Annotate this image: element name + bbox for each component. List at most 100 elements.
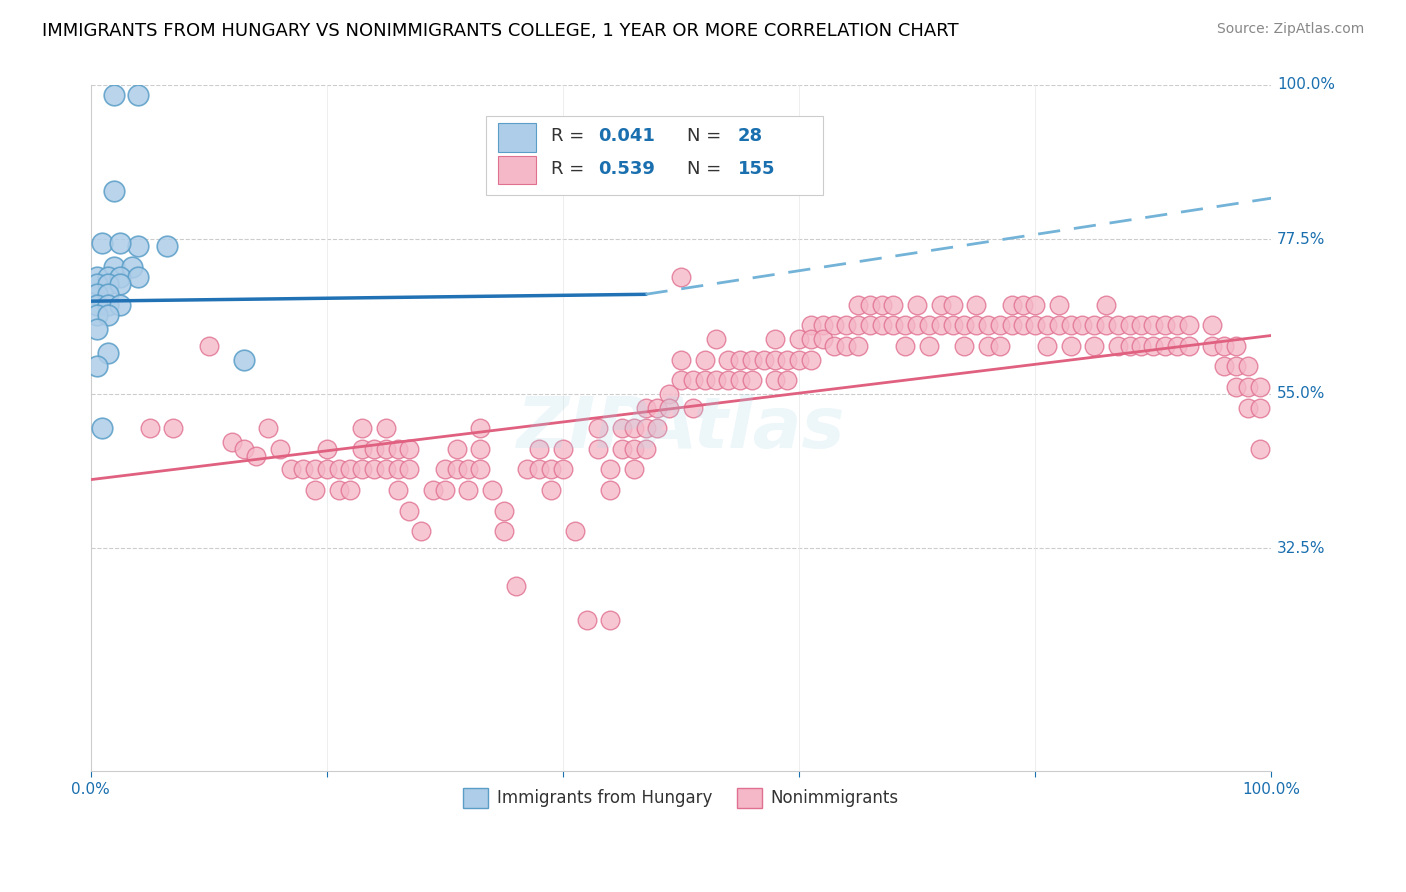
Point xyxy=(108,270,131,285)
Point xyxy=(121,260,143,274)
Point xyxy=(470,421,492,435)
Point xyxy=(492,503,515,517)
Point xyxy=(1201,318,1223,333)
Point xyxy=(588,421,610,435)
Point xyxy=(108,277,131,291)
Text: R =: R = xyxy=(551,128,591,145)
Point xyxy=(728,373,751,387)
Point xyxy=(127,239,149,253)
Point xyxy=(470,442,492,456)
Point xyxy=(103,88,125,103)
Point xyxy=(1036,339,1059,353)
Point xyxy=(882,297,904,311)
Point xyxy=(1177,339,1199,353)
Point xyxy=(752,352,775,367)
Point xyxy=(859,297,882,311)
Point xyxy=(634,421,657,435)
Point xyxy=(634,401,657,415)
Point xyxy=(86,359,108,374)
Point xyxy=(988,339,1011,353)
Legend: Immigrants from Hungary, Nonimmigrants: Immigrants from Hungary, Nonimmigrants xyxy=(457,780,905,814)
Text: Source: ZipAtlas.com: Source: ZipAtlas.com xyxy=(1216,22,1364,37)
Point xyxy=(540,462,562,476)
Text: 155: 155 xyxy=(738,161,775,178)
Point xyxy=(433,462,456,476)
Point xyxy=(551,442,574,456)
Point xyxy=(599,462,621,476)
Point xyxy=(387,462,409,476)
Point xyxy=(411,524,433,538)
Point xyxy=(647,401,669,415)
Text: IMMIGRANTS FROM HUNGARY VS NONIMMIGRANTS COLLEGE, 1 YEAR OR MORE CORRELATION CHA: IMMIGRANTS FROM HUNGARY VS NONIMMIGRANTS… xyxy=(42,22,959,40)
Point xyxy=(717,373,740,387)
Text: 32.5%: 32.5% xyxy=(1277,541,1326,556)
Point xyxy=(929,297,952,311)
Point xyxy=(1249,442,1271,456)
Point xyxy=(256,421,278,435)
Point xyxy=(97,297,120,311)
Point xyxy=(1000,318,1022,333)
Text: ZIPAtlas: ZIPAtlas xyxy=(517,393,845,463)
Text: 28: 28 xyxy=(738,128,763,145)
Point xyxy=(905,297,928,311)
Point xyxy=(953,318,976,333)
Point xyxy=(97,308,120,322)
Text: N =: N = xyxy=(688,128,727,145)
Point xyxy=(97,287,120,301)
Point xyxy=(977,339,1000,353)
Point xyxy=(1154,318,1177,333)
Point xyxy=(280,462,302,476)
Point xyxy=(882,318,904,333)
Point xyxy=(846,339,869,353)
Point xyxy=(1201,339,1223,353)
Point xyxy=(1166,339,1188,353)
Point xyxy=(91,235,114,250)
Point xyxy=(529,442,551,456)
Point xyxy=(610,421,633,435)
Point xyxy=(1095,297,1118,311)
Text: 100.0%: 100.0% xyxy=(1277,78,1336,93)
Point xyxy=(941,297,963,311)
Point xyxy=(787,352,810,367)
Point xyxy=(741,373,763,387)
Point xyxy=(387,483,409,497)
Point xyxy=(457,462,479,476)
Point xyxy=(647,421,669,435)
Point xyxy=(823,339,845,353)
Point xyxy=(1059,339,1081,353)
Point xyxy=(1225,380,1247,394)
Point xyxy=(1059,318,1081,333)
Point xyxy=(221,434,243,449)
Point xyxy=(328,462,350,476)
Point xyxy=(422,483,444,497)
Point xyxy=(233,442,256,456)
Point xyxy=(977,318,1000,333)
Point xyxy=(859,318,882,333)
Point xyxy=(658,387,681,401)
Point xyxy=(669,352,692,367)
Point xyxy=(669,373,692,387)
Point xyxy=(988,318,1011,333)
Point xyxy=(352,421,374,435)
Point xyxy=(894,339,917,353)
Point xyxy=(776,373,799,387)
Point xyxy=(1249,401,1271,415)
Point xyxy=(540,483,562,497)
Point xyxy=(918,339,941,353)
Point xyxy=(623,421,645,435)
Point xyxy=(127,270,149,285)
Point xyxy=(363,442,385,456)
Point xyxy=(870,297,893,311)
Point xyxy=(233,352,256,367)
Point xyxy=(1012,318,1035,333)
Point xyxy=(470,462,492,476)
Point xyxy=(1047,297,1070,311)
Point xyxy=(156,239,179,253)
Point xyxy=(811,332,834,346)
Point xyxy=(693,373,716,387)
Point xyxy=(634,442,657,456)
Point xyxy=(86,270,108,285)
Point xyxy=(823,318,845,333)
Point xyxy=(800,332,823,346)
Point xyxy=(1177,318,1199,333)
